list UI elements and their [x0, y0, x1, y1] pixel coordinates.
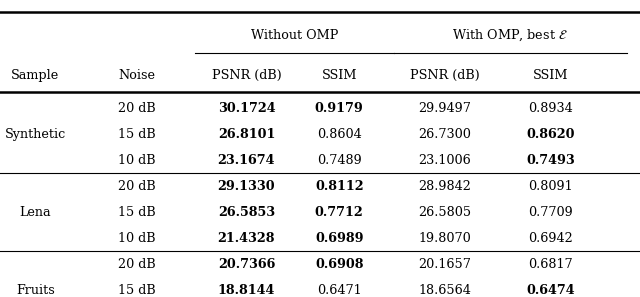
Text: 0.6817: 0.6817 — [528, 258, 573, 271]
Text: Noise: Noise — [118, 69, 156, 82]
Text: 10 dB: 10 dB — [118, 154, 156, 167]
Text: 0.7712: 0.7712 — [315, 206, 364, 219]
Text: 0.6989: 0.6989 — [315, 232, 364, 245]
Text: PSNR (dB): PSNR (dB) — [212, 69, 281, 82]
Text: 0.7493: 0.7493 — [526, 154, 575, 167]
Text: 0.8620: 0.8620 — [526, 128, 575, 141]
Text: 0.8091: 0.8091 — [528, 180, 573, 193]
Text: 20 dB: 20 dB — [118, 180, 156, 193]
Text: 15 dB: 15 dB — [118, 284, 156, 297]
Text: 19.8070: 19.8070 — [419, 232, 471, 245]
Text: With OMP, best $\mathcal{E}$: With OMP, best $\mathcal{E}$ — [452, 28, 568, 43]
Text: 26.7300: 26.7300 — [419, 128, 471, 141]
Text: PSNR (dB): PSNR (dB) — [410, 69, 479, 82]
Text: 15 dB: 15 dB — [118, 128, 156, 141]
Text: 20 dB: 20 dB — [118, 258, 156, 271]
Text: 10 dB: 10 dB — [118, 232, 156, 245]
Text: 30.1724: 30.1724 — [218, 102, 275, 115]
Text: SSIM: SSIM — [532, 69, 568, 82]
Text: 0.6942: 0.6942 — [528, 232, 573, 245]
Text: 29.1330: 29.1330 — [218, 180, 275, 193]
Text: SSIM: SSIM — [321, 69, 357, 82]
Text: 20.1657: 20.1657 — [419, 258, 471, 271]
Text: 26.8101: 26.8101 — [218, 128, 275, 141]
Text: 0.7709: 0.7709 — [528, 206, 573, 219]
Text: Sample: Sample — [11, 69, 60, 82]
Text: 0.6908: 0.6908 — [315, 258, 364, 271]
Text: 20 dB: 20 dB — [118, 102, 156, 115]
Text: 0.8934: 0.8934 — [528, 102, 573, 115]
Text: 0.6471: 0.6471 — [317, 284, 362, 297]
Text: Without OMP: Without OMP — [251, 29, 338, 42]
Text: Synthetic: Synthetic — [4, 128, 66, 141]
Text: 18.6564: 18.6564 — [419, 284, 471, 297]
Text: 23.1674: 23.1674 — [218, 154, 275, 167]
Text: Fruits: Fruits — [16, 284, 54, 297]
Text: 28.9842: 28.9842 — [419, 180, 471, 193]
Text: 0.8604: 0.8604 — [317, 128, 362, 141]
Text: 0.6474: 0.6474 — [526, 284, 575, 297]
Text: 23.1006: 23.1006 — [419, 154, 471, 167]
Text: 18.8144: 18.8144 — [218, 284, 275, 297]
Text: Lena: Lena — [19, 206, 51, 219]
Text: 0.7489: 0.7489 — [317, 154, 362, 167]
Text: 26.5805: 26.5805 — [418, 206, 472, 219]
Text: 0.9179: 0.9179 — [315, 102, 364, 115]
Text: 20.7366: 20.7366 — [218, 258, 275, 271]
Text: 0.8112: 0.8112 — [315, 180, 364, 193]
Text: 15 dB: 15 dB — [118, 206, 156, 219]
Text: 26.5853: 26.5853 — [218, 206, 275, 219]
Text: 29.9497: 29.9497 — [419, 102, 471, 115]
Text: 21.4328: 21.4328 — [218, 232, 275, 245]
